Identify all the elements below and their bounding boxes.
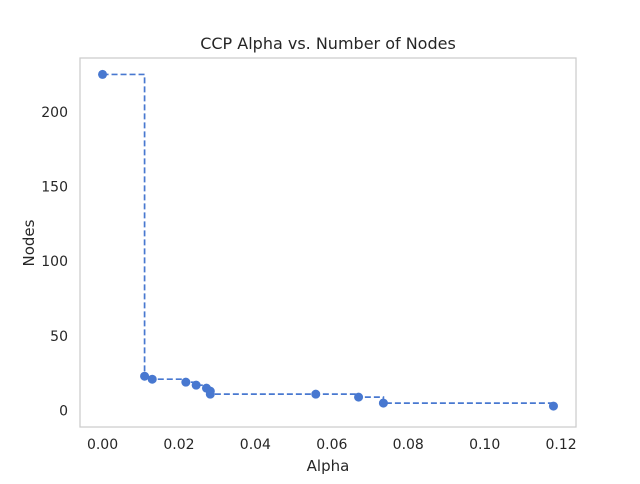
x-tick-label: 0.00: [87, 437, 118, 453]
x-axis-label: Alpha: [307, 457, 350, 475]
y-tick-label: 50: [50, 329, 68, 345]
x-axis-ticks: 0.00 0.02 0.04 0.06 0.08 0.10 0.12: [87, 437, 577, 453]
data-point: [191, 380, 201, 390]
y-tick-label: 0: [59, 404, 68, 420]
x-tick-label: 0.06: [316, 437, 347, 453]
y-axis-ticks: 0 50 100 150 200: [41, 105, 68, 420]
data-point: [205, 389, 215, 399]
x-tick-label: 0.10: [469, 437, 500, 453]
y-tick-label: 200: [41, 105, 68, 121]
plot-frame: [79, 57, 577, 428]
y-tick-label: 150: [41, 179, 68, 195]
data-point: [98, 69, 108, 79]
data-point: [181, 377, 191, 387]
plot-area: [98, 69, 558, 411]
x-tick-label: 0.04: [240, 437, 271, 453]
y-axis-label: Nodes: [20, 219, 38, 266]
x-tick-label: 0.02: [163, 437, 194, 453]
data-point: [140, 371, 150, 381]
data-point: [311, 389, 321, 399]
data-point: [147, 374, 157, 384]
x-tick-label: 0.08: [393, 437, 424, 453]
data-point: [354, 392, 364, 402]
x-tick-label: 0.12: [546, 437, 577, 453]
chart-title: CCP Alpha vs. Number of Nodes: [200, 34, 456, 53]
y-tick-label: 100: [41, 254, 68, 270]
data-point: [548, 401, 558, 411]
data-point: [378, 398, 388, 408]
